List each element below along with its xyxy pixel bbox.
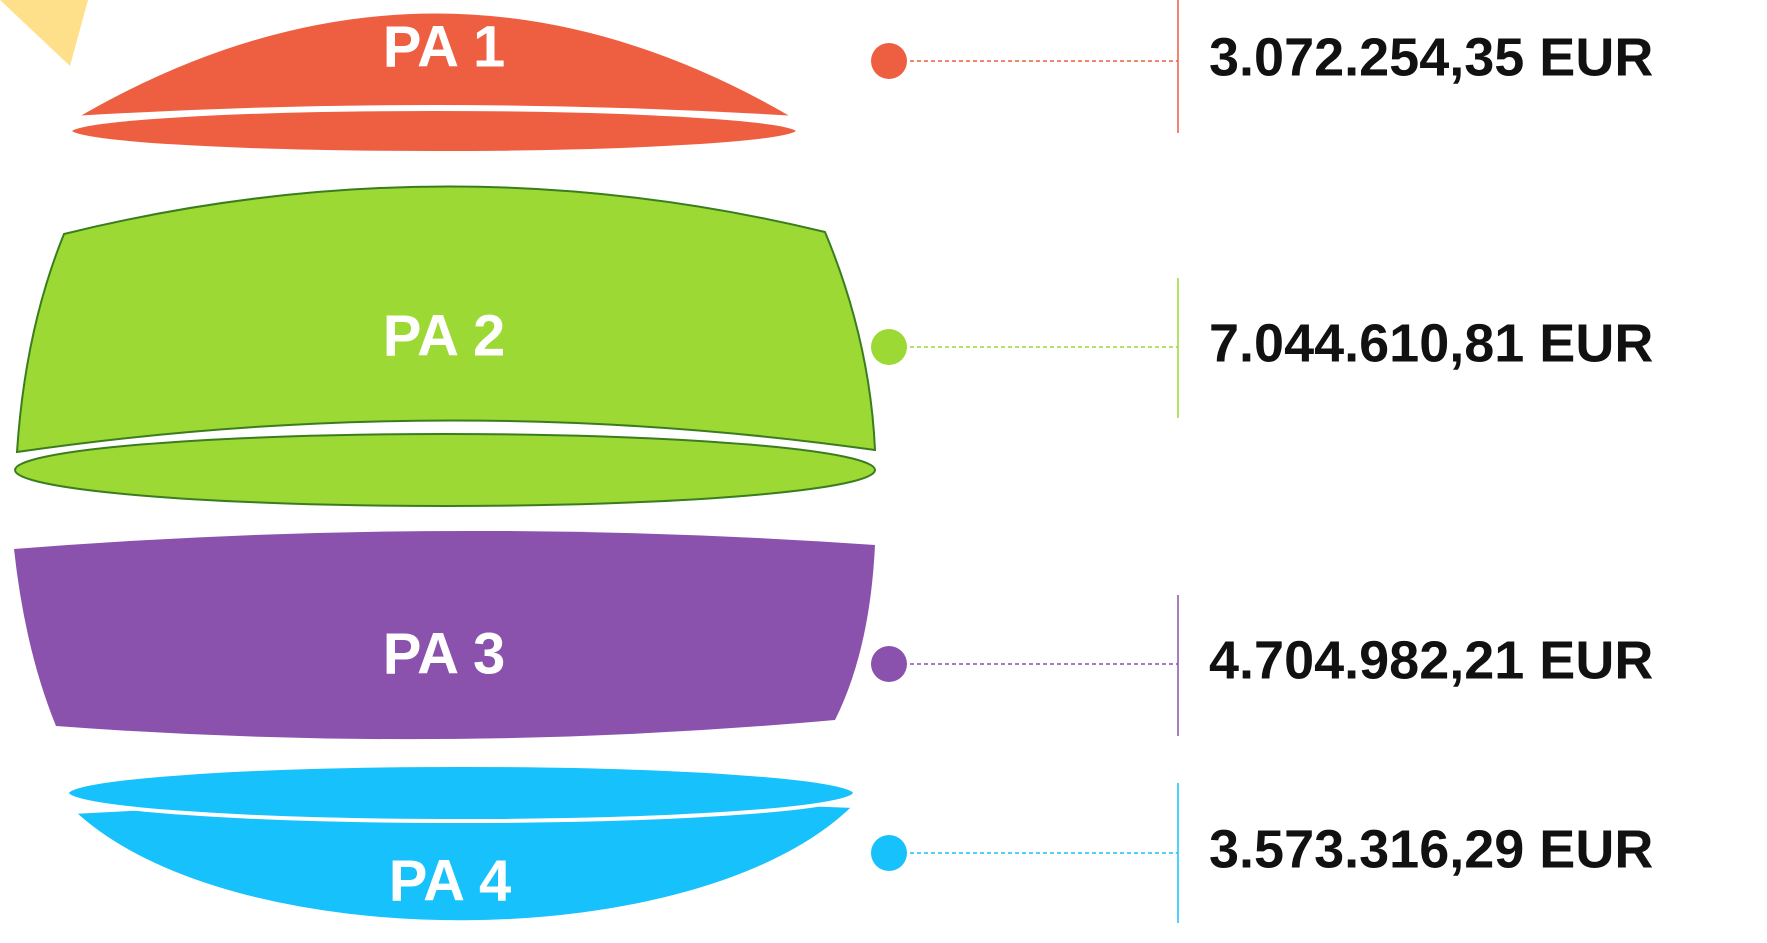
slice-base [70,109,798,153]
amount: 3.072.254,35 EUR [1209,27,1653,87]
segment-label: PA 4 [389,848,512,913]
segment-label: PA 2 [383,303,506,368]
segment-label: PA 1 [383,14,506,79]
amount: 3.573.316,29 EUR [1209,819,1653,879]
connector-dot [871,835,907,871]
connector-dot [871,329,907,365]
slice-base [15,434,875,506]
corner-decoration [0,0,88,66]
amount: 7.044.610,81 EUR [1209,313,1653,373]
segment-label: PA 3 [383,621,506,686]
connector-dot [871,646,907,682]
page: {"items": [ {"label": "PA 1", "amount": … [0,0,1767,938]
amount: 4.704.982,21 EUR [1209,630,1653,690]
infographic: PA 1 PA 2 PA 3 PA 4 3.072.254,35 EUR 7.04… [0,0,1767,938]
slice-top [67,765,855,821]
connector-dot [871,43,907,79]
